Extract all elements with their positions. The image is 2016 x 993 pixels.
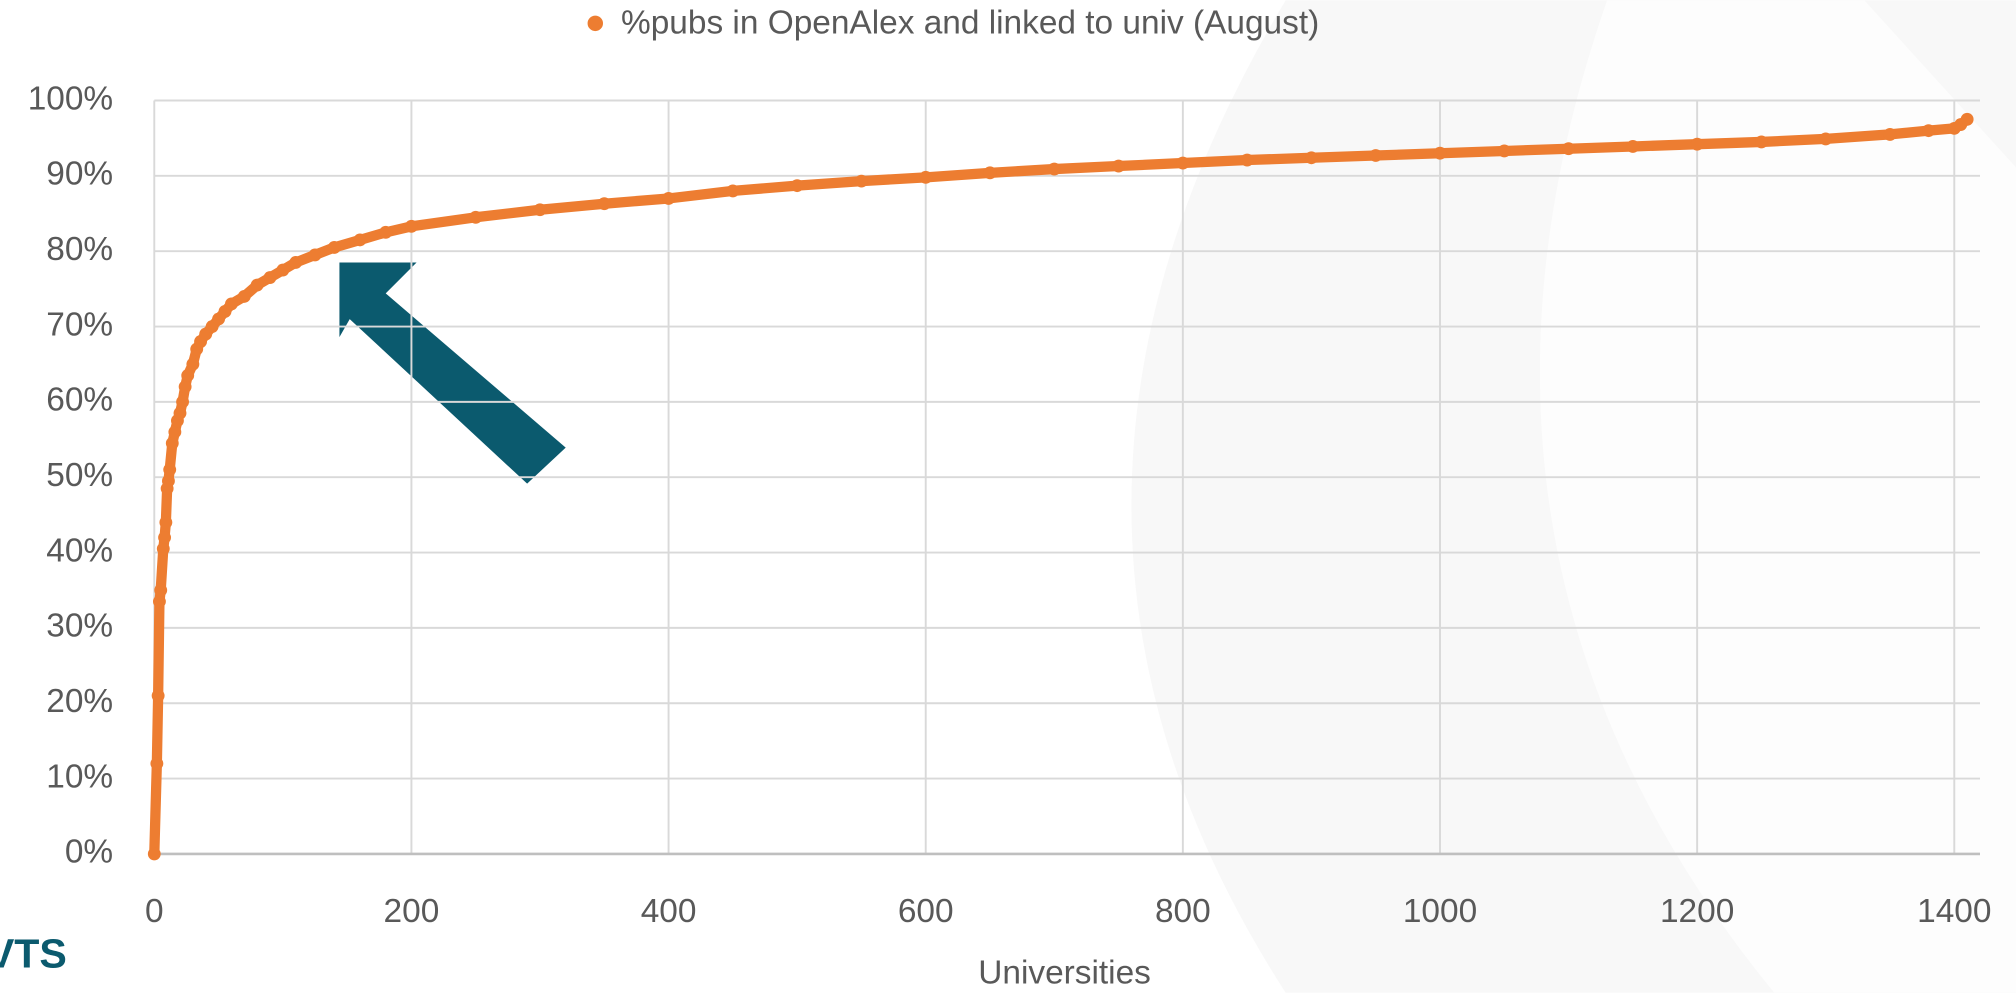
x-tick-label: 1400: [1917, 893, 1991, 930]
data-point: [353, 233, 367, 247]
data-point: [165, 436, 179, 450]
x-tick-label: 800: [1155, 893, 1211, 930]
x-tick-label: 600: [898, 893, 954, 930]
data-point: [163, 463, 177, 477]
y-tick-label: 50%: [46, 457, 113, 494]
data-point: [1690, 137, 1704, 151]
data-point: [1433, 146, 1447, 160]
data-point: [919, 170, 933, 184]
data-point: [156, 542, 170, 556]
data-point: [308, 248, 322, 262]
data-point: [983, 166, 997, 180]
data-point: [173, 406, 187, 420]
data-point: [237, 289, 251, 303]
data-point: [250, 278, 264, 292]
y-tick-label: 30%: [46, 608, 113, 645]
data-point: [726, 184, 740, 198]
data-point: [176, 395, 189, 409]
data-point: [405, 219, 418, 233]
data-point: [1369, 149, 1383, 162]
data-point: [181, 369, 195, 382]
data-point: [289, 256, 303, 269]
x-tick-label: 200: [384, 893, 440, 930]
data-point: [276, 263, 290, 277]
y-tick-label: 100%: [28, 80, 113, 117]
arrow: [339, 262, 566, 484]
data-point: [1176, 156, 1190, 170]
data-point: [790, 179, 804, 193]
data-point: [154, 583, 168, 597]
data-point: [855, 174, 868, 188]
data-point: [597, 197, 611, 211]
data-point: [1883, 127, 1897, 141]
data-point: [186, 357, 200, 371]
data-point: [469, 210, 483, 224]
y-tick-label: 0%: [65, 834, 113, 871]
data-point: [1047, 162, 1061, 176]
y-tick-label: 90%: [46, 156, 113, 193]
data-point: [1112, 159, 1125, 173]
data-point: [327, 240, 341, 254]
data-point: [1819, 132, 1833, 146]
legend-marker: [587, 15, 603, 32]
data-point: [151, 689, 165, 703]
data-point: [225, 297, 238, 311]
data-point: [379, 225, 393, 239]
x-axis-title: Universities: [978, 955, 1151, 992]
y-tick-label: 80%: [46, 231, 113, 268]
x-tick-label: 1200: [1660, 893, 1734, 930]
y-tick-label: 60%: [46, 382, 113, 419]
data-point: [162, 474, 175, 488]
y-tick-label: 70%: [46, 306, 113, 343]
legend-label: %pubs in OpenAlex and linked to univ (Au…: [621, 4, 1319, 41]
data-point: [159, 515, 173, 529]
data-point: [1755, 135, 1768, 149]
data-point: [1626, 140, 1640, 153]
data-point: [1562, 142, 1575, 156]
y-tick-label: 40%: [46, 532, 113, 569]
data-point: [533, 203, 547, 217]
y-tick-label: 20%: [46, 683, 113, 720]
data-point: [168, 425, 182, 439]
data-point: [158, 531, 171, 544]
data-point: [147, 847, 161, 861]
y-tick-label: 10%: [46, 758, 113, 795]
data-point: [1497, 144, 1511, 158]
data-point: [150, 757, 164, 770]
data-point: [1240, 153, 1254, 167]
data-point: [178, 380, 192, 394]
data-point: [263, 271, 277, 284]
logo: VTS: [0, 931, 67, 977]
data-point: [1960, 112, 1974, 126]
x-tick-label: 400: [641, 893, 697, 930]
x-tick-label: 1000: [1403, 893, 1477, 930]
data-point: [1305, 151, 1318, 165]
data-point: [153, 595, 166, 608]
x-tick-label: 0: [145, 893, 164, 930]
background-decoration: [1131, 0, 2016, 993]
data-point: [1922, 124, 1935, 138]
data-point: [662, 192, 675, 205]
